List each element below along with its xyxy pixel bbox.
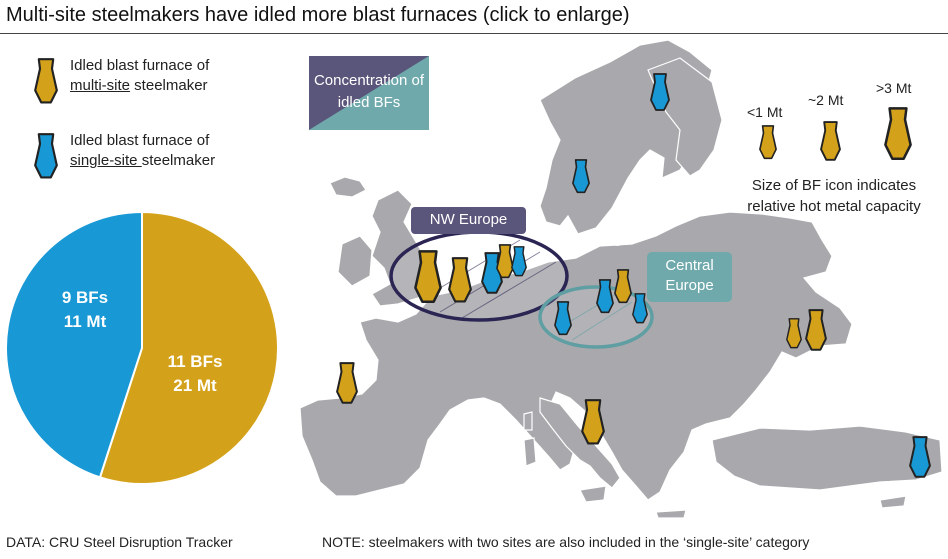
size-legend-note: Size of BF icon indicates relative hot m…	[728, 175, 940, 217]
size-small-label: <1 Mt	[747, 104, 783, 120]
pie-label-single: 9 BFs 11 Mt	[40, 286, 130, 334]
nw-europe-tag-bg	[411, 207, 526, 234]
cyprus	[879, 495, 907, 509]
size-large-bf-icon	[884, 107, 912, 161]
central-europe-tag-bg	[647, 252, 732, 302]
pie-label-multi: 11 BFs 21 Mt	[150, 350, 240, 398]
legend-multi-site-bf-icon	[34, 57, 58, 104]
size-note-line2: relative hot metal capacity	[747, 198, 921, 215]
footnote: NOTE: steelmakers with two sites are als…	[322, 534, 810, 550]
chart-title: Multi-site steelmakers have idled more b…	[6, 4, 630, 26]
pie-slice-multi-site	[98, 210, 279, 485]
turkey	[711, 425, 943, 491]
pie-chart	[5, 210, 279, 485]
italy	[539, 397, 621, 489]
size-medium-bf-icon	[820, 120, 841, 161]
size-small-bf-icon	[759, 124, 777, 160]
legend-multi-underlined: multi-site	[70, 77, 131, 94]
concentration-box	[309, 56, 429, 130]
size-medium-label: ~2 Mt	[808, 92, 844, 108]
central-europe-line1: Central	[665, 257, 714, 274]
legend-multi-line1: Idled blast furnace of	[70, 57, 210, 74]
central-europe-line2: Europe	[665, 277, 714, 294]
black-sea	[756, 350, 846, 420]
legend-single-site-bf-icon	[34, 132, 58, 179]
legend-single-site-label: Idled blast furnace of single-site steel…	[70, 131, 215, 171]
legend-multi-site-label: Idled blast furnace of multi-site steelm…	[70, 56, 209, 96]
corsica	[523, 411, 533, 431]
pie-label-multi-line2: 21 Mt	[173, 376, 217, 395]
sicily	[579, 485, 607, 503]
concentration-label: Concentration of idled BFs	[313, 72, 425, 111]
central-europe-label: Central Europe	[647, 256, 732, 296]
crete	[655, 509, 687, 519]
pie-slice-single-site	[5, 210, 143, 479]
size-note-line1: Size of BF icon indicates	[751, 177, 917, 194]
legend-single-rest: steelmaker	[141, 152, 216, 169]
baltic-sea	[596, 196, 652, 246]
size-large-label: >3 Mt	[876, 80, 912, 96]
legend-multi-rest: steelmaker	[130, 77, 208, 94]
pie-label-multi-line1: 11 BFs	[167, 352, 223, 371]
title-divider	[0, 33, 948, 34]
nw-europe-label: NW Europe	[429, 211, 508, 228]
legend-single-line1: Idled blast furnace of	[70, 132, 210, 149]
pie-label-single-line2: 11 Mt	[63, 312, 107, 331]
sardinia	[523, 437, 537, 467]
iceland	[329, 176, 367, 198]
source-note: DATA: CRU Steel Disruption Tracker	[6, 534, 233, 550]
pie-label-single-line1: 9 BFs	[61, 288, 109, 307]
ireland	[337, 235, 373, 287]
bf-marker-multi-site	[336, 362, 358, 404]
legend-single-underlined: single-site	[70, 152, 142, 169]
